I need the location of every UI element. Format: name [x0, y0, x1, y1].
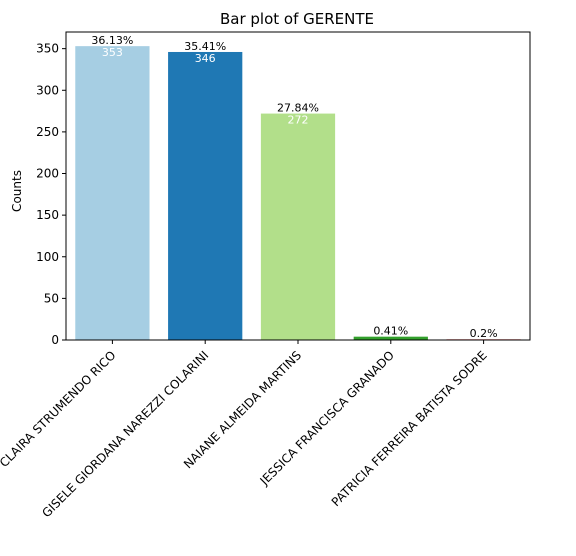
bar-percent-label: 36.13% — [91, 34, 133, 47]
y-tick-label: 100 — [36, 250, 59, 264]
bar — [353, 336, 428, 340]
y-tick-label: 150 — [36, 208, 59, 222]
x-tick-label: PATRICIA FERREIRA BATISTA SODRE — [329, 348, 490, 509]
bar-value-label: 272 — [288, 114, 309, 127]
y-tick-label: 0 — [51, 333, 59, 347]
y-tick-label: 300 — [36, 83, 59, 97]
y-tick-label: 50 — [44, 291, 59, 305]
bar-percent-label: 0.2% — [470, 327, 498, 340]
x-tick-label: GISELE GIORDANA NAREZZI COLARINI — [39, 348, 211, 520]
y-tick-label: 200 — [36, 167, 59, 181]
y-tick-label: 250 — [36, 125, 59, 139]
bar — [260, 113, 336, 341]
y-tick-label: 350 — [36, 42, 59, 56]
bar — [168, 51, 243, 340]
y-axis: 0 50 100 150 200 250 300 350 — [36, 42, 66, 347]
bar — [75, 46, 150, 340]
y-axis-label: Counts — [10, 170, 24, 212]
bar-percent-label: 27.84% — [277, 102, 319, 115]
chart-title: Bar plot of GERENTE — [220, 10, 374, 28]
bars-group: 36.13%353 35.41%346 27.84%272 0.41% 0.2% — [75, 34, 521, 341]
bar-percent-label: 0.41% — [373, 325, 408, 338]
bar-value-label: 346 — [195, 52, 216, 65]
bar-value-label: 353 — [102, 46, 123, 59]
bar-percent-label: 35.41% — [184, 40, 226, 53]
plot-frame — [65, 31, 531, 341]
